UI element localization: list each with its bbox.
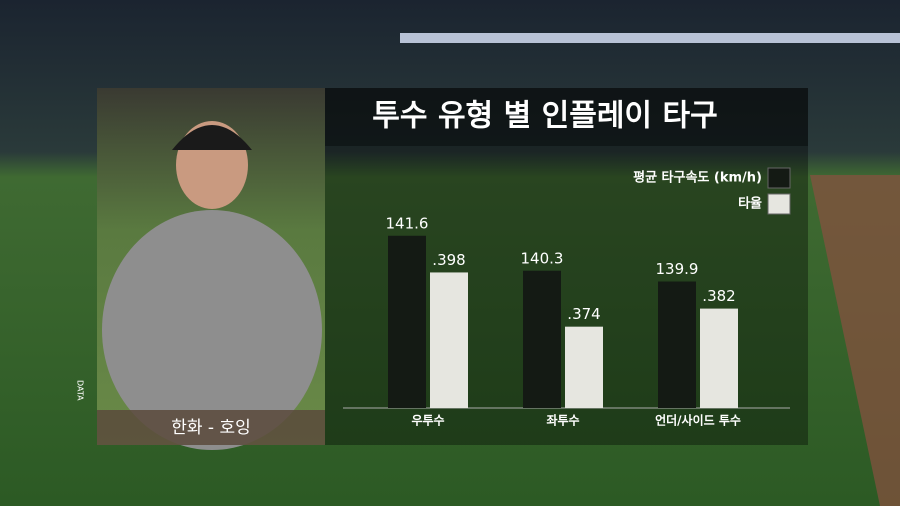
chart-title: 투수 유형 별 인플레이 타구 xyxy=(372,99,717,134)
value-label: 141.6 xyxy=(386,214,429,232)
caption-bar xyxy=(97,410,325,445)
legend-label: 타율 xyxy=(738,196,762,212)
value-label: .374 xyxy=(567,305,600,323)
legend-swatch xyxy=(767,167,791,189)
x-tick-label: 언더/사이드 투수 xyxy=(655,413,741,428)
infield-dirt xyxy=(810,175,900,506)
legend-label: 평균 타구속도 (km/h) xyxy=(633,170,762,186)
player-body xyxy=(102,210,322,450)
bar xyxy=(565,326,603,408)
title-bar xyxy=(325,88,808,146)
bar xyxy=(430,272,468,408)
stadium-light xyxy=(400,33,900,43)
bar xyxy=(388,235,426,408)
x-tick-label: 우투수 xyxy=(411,414,444,428)
side-label: DATA xyxy=(76,380,85,401)
value-label: .382 xyxy=(702,287,735,305)
legend-swatch xyxy=(767,193,791,215)
value-label: .398 xyxy=(432,251,465,269)
player-helmet xyxy=(172,125,252,150)
value-label: 139.9 xyxy=(656,260,699,278)
player-caption: 한화 - 호잉 xyxy=(171,418,251,438)
bar xyxy=(700,308,738,408)
bar xyxy=(523,270,561,408)
bar xyxy=(658,281,696,408)
value-label: 140.3 xyxy=(521,249,564,267)
x-tick-label: 좌투수 xyxy=(546,413,579,428)
